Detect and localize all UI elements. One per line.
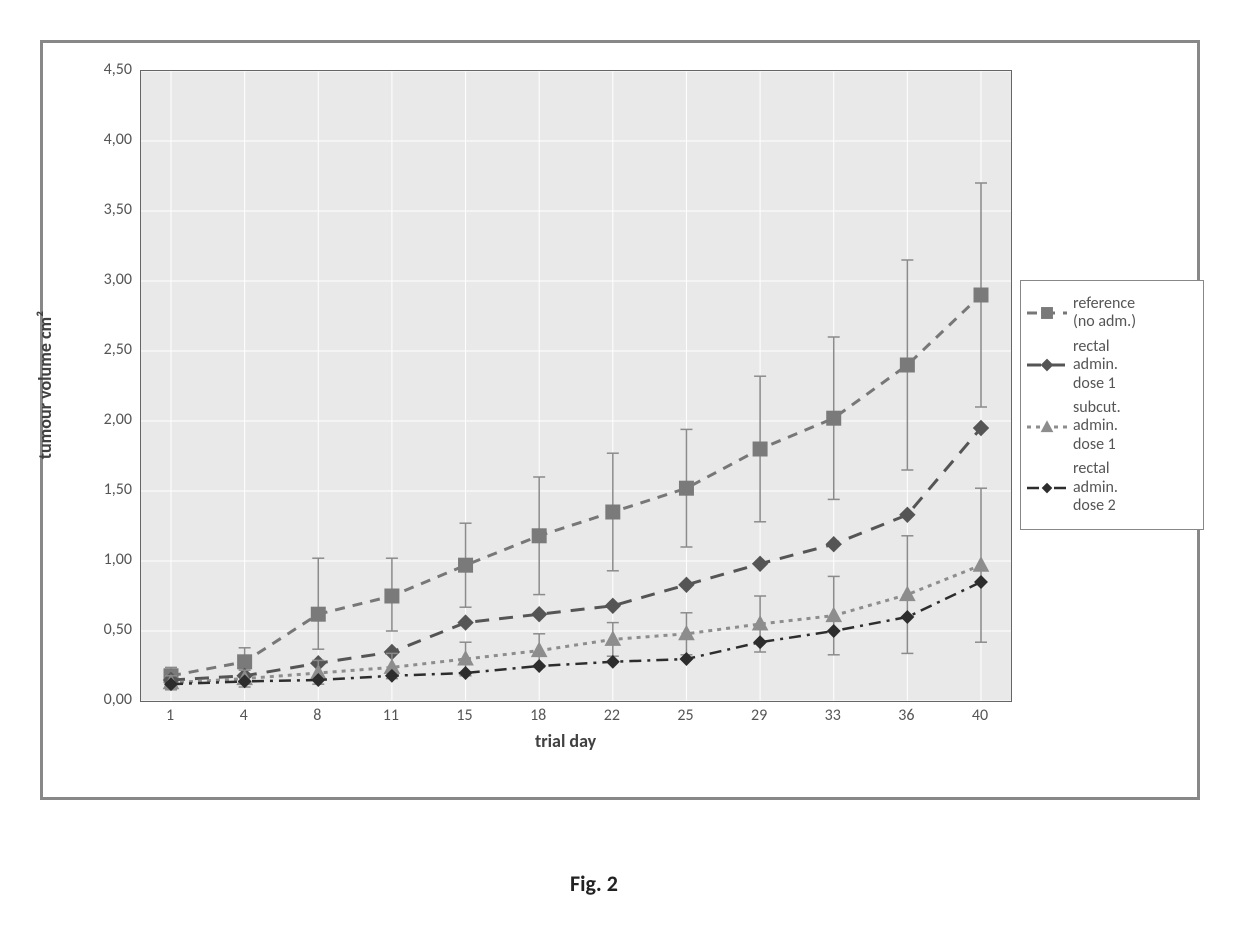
x-tick-label: 40 [965, 706, 995, 725]
legend-item-subcut1: subcut.admin.dose 1 [1027, 399, 1197, 454]
y-tick-label: 3,50 [82, 200, 132, 219]
x-tick-label: 1 [155, 706, 185, 725]
chart-svg [141, 71, 1011, 701]
x-axis-label: trial day [535, 730, 596, 752]
x-tick-label: 25 [670, 706, 700, 725]
x-tick-label: 22 [597, 706, 627, 725]
y-tick-label: 2,00 [82, 410, 132, 429]
y-tick-label: 4,00 [82, 130, 132, 149]
x-tick-label: 18 [523, 706, 553, 725]
legend-swatch [1027, 479, 1067, 497]
legend-item-rectal1: rectaladmin.dose 1 [1027, 338, 1197, 393]
x-tick-label: 8 [302, 706, 332, 725]
y-tick-label: 3,00 [82, 270, 132, 289]
plot-area [140, 70, 1012, 702]
y-tick-label: 4,50 [82, 60, 132, 79]
y-tick-label: 2,50 [82, 340, 132, 359]
y-tick-label: 0,50 [82, 620, 132, 639]
legend-label: subcut.admin.dose 1 [1073, 399, 1121, 454]
figure-caption: Fig. 2 [570, 870, 618, 897]
y-tick-label: 1,50 [82, 480, 132, 499]
x-tick-label: 15 [450, 706, 480, 725]
x-tick-label: 36 [891, 706, 921, 725]
legend-label: reference(no adm.) [1073, 295, 1136, 332]
x-tick-label: 29 [744, 706, 774, 725]
page: reference(no adm.) rectaladmin.dose 1 subc… [0, 0, 1240, 948]
x-tick-label: 11 [376, 706, 406, 725]
legend-label: rectaladmin.dose 2 [1073, 460, 1118, 515]
legend-item-reference: reference(no adm.) [1027, 295, 1197, 332]
legend-swatch [1027, 356, 1067, 374]
y-tick-label: 1,00 [82, 550, 132, 569]
x-tick-label: 4 [229, 706, 259, 725]
legend-label: rectaladmin.dose 1 [1073, 338, 1118, 393]
y-axis-label: tumour volume cm² [34, 311, 56, 459]
legend-item-rectal2: rectaladmin.dose 2 [1027, 460, 1197, 515]
legend-swatch [1027, 304, 1067, 322]
legend: reference(no adm.) rectaladmin.dose 1 subc… [1020, 280, 1204, 530]
legend-swatch [1027, 418, 1067, 436]
x-tick-label: 33 [818, 706, 848, 725]
y-tick-label: 0,00 [82, 690, 132, 709]
